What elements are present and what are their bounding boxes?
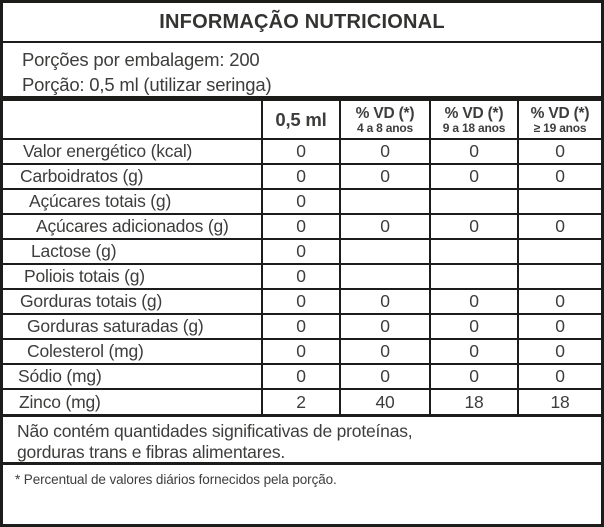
nutrient-value — [517, 264, 601, 290]
nutrient-value: 0 — [429, 364, 518, 390]
table-row: Carboidratos (g) 0 0 0 0 — [3, 164, 601, 190]
table-row: Gorduras totais (g) 0 0 0 0 — [3, 289, 601, 315]
nutrient-value: 0 — [261, 314, 340, 340]
nutrient-value: 0 — [261, 214, 340, 240]
nutrient-value: 40 — [339, 389, 430, 414]
nutrient-label: Açúcares totais (g) — [3, 189, 262, 215]
nutrition-table: 0,5 ml % VD (*) 4 a 8 anos % VD (*) 9 a … — [3, 101, 601, 414]
vd-9-18-sublabel: 9 a 18 anos — [442, 120, 506, 135]
nutrient-label: Gorduras saturadas (g) — [3, 314, 262, 340]
nutrient-value: 0 — [339, 289, 430, 315]
nutrient-value: 0 — [517, 214, 601, 240]
serving-size: Porção: 0,5 ml (utilizar seringa) — [22, 74, 272, 95]
vd-19plus-label: % VD (*) — [530, 104, 590, 122]
vd-9-18-label: % VD (*) — [444, 104, 504, 122]
table-header-row: 0,5 ml % VD (*) 4 a 8 anos % VD (*) 9 a … — [3, 101, 601, 140]
table-row: Lactose (g) 0 — [3, 239, 601, 265]
nutrient-label: Carboidratos (g) — [3, 164, 262, 190]
nutrient-value: 0 — [261, 289, 340, 315]
table-row: Açúcares adicionados (g) 0 0 0 0 — [3, 214, 601, 240]
nutrient-value: 0 — [517, 339, 601, 365]
nutrient-value: 0 — [429, 289, 518, 315]
nutrient-value — [517, 189, 601, 215]
serving-size-column-header: 0,5 ml — [261, 101, 340, 140]
portion-info: Porções por embalagem: 200 Porção: 0,5 m… — [3, 43, 601, 101]
nutrition-rows: Valor energético (kcal) 0 0 0 0 Carboidratos … — [3, 139, 601, 414]
table-row: Zinco (mg) 2 40 18 18 — [3, 389, 601, 414]
nutrient-value: 0 — [339, 364, 430, 390]
nutrient-label: Gorduras totais (g) — [3, 289, 262, 315]
nutrient-value: 0 — [261, 139, 340, 165]
nutrient-column-header — [3, 101, 262, 140]
nutrient-label: Valor energético (kcal) — [3, 139, 262, 165]
nutrient-value — [517, 239, 601, 265]
nutrient-value: 0 — [261, 164, 340, 190]
vd-4-8-label: % VD (*) — [355, 104, 415, 122]
nutrient-value: 0 — [261, 239, 340, 265]
note-line-2: gorduras trans e fibras alimentares. — [17, 442, 286, 462]
nutrient-value: 0 — [517, 139, 601, 165]
nutrient-value: 0 — [517, 314, 601, 340]
nutrient-value: 0 — [339, 339, 430, 365]
note-line-1: Não contém quantidades significativas de… — [17, 421, 413, 441]
nutrient-value: 0 — [517, 364, 601, 390]
nutrient-value: 0 — [261, 364, 340, 390]
nutrient-label: Poliois totais (g) — [3, 264, 262, 290]
nutrient-value: 18 — [429, 389, 518, 414]
no-significant-amounts-note: Não contém quantidades significativas de… — [3, 414, 601, 462]
vd-9-18-column-header: % VD (*) 9 a 18 anos — [429, 101, 518, 140]
daily-values-footnote: * Percentual de valores diários fornecid… — [3, 462, 601, 524]
table-row: Valor energético (kcal) 0 0 0 0 — [3, 139, 601, 165]
label-title: INFORMAÇÃO NUTRICIONAL — [3, 3, 601, 43]
table-row: Sódio (mg) 0 0 0 0 — [3, 364, 601, 390]
nutrient-value: 0 — [339, 214, 430, 240]
nutrient-label: Açúcares adicionados (g) — [3, 214, 262, 240]
nutrient-value: 0 — [261, 264, 340, 290]
nutrient-value — [339, 264, 430, 290]
nutrient-value: 0 — [517, 164, 601, 190]
nutrient-value: 0 — [339, 314, 430, 340]
nutrient-label: Sódio (mg) — [3, 364, 262, 390]
vd-4-8-sublabel: 4 a 8 anos — [356, 120, 414, 135]
nutrient-value: 0 — [429, 164, 518, 190]
nutrient-label: Lactose (g) — [3, 239, 262, 265]
table-row: Gorduras saturadas (g) 0 0 0 0 — [3, 314, 601, 340]
nutrient-value: 0 — [429, 339, 518, 365]
nutrient-value: 0 — [261, 189, 340, 215]
nutrient-value: 2 — [261, 389, 340, 414]
vd-19plus-sublabel: ≥ 19 anos — [533, 120, 587, 135]
table-row: Poliois totais (g) 0 — [3, 264, 601, 290]
nutrient-label: Zinco (mg) — [19, 391, 101, 412]
nutrient-value — [339, 189, 430, 215]
nutrient-value — [429, 264, 518, 290]
nutrient-value — [429, 189, 518, 215]
nutrient-value — [429, 239, 518, 265]
nutrient-value: 0 — [429, 314, 518, 340]
vd-19plus-column-header: % VD (*) ≥ 19 anos — [517, 101, 601, 140]
serving-size-column-label: 0,5 ml — [275, 108, 327, 130]
nutrient-value: 0 — [429, 214, 518, 240]
table-row: Colesterol (mg) 0 0 0 0 — [3, 339, 601, 365]
nutrient-value — [339, 239, 430, 265]
nutrient-value: 0 — [339, 164, 430, 190]
nutrient-value: 0 — [429, 139, 518, 165]
vd-4-8-column-header: % VD (*) 4 a 8 anos — [339, 101, 430, 140]
table-row: Açúcares totais (g) 0 — [3, 189, 601, 215]
nutrient-value: 0 — [517, 289, 601, 315]
nutrient-value: 18 — [517, 389, 601, 414]
nutrient-label: Colesterol (mg) — [3, 339, 262, 365]
servings-per-package: Porções por embalagem: 200 — [22, 49, 260, 70]
nutrient-value: 0 — [261, 339, 340, 365]
nutrient-value: 0 — [339, 139, 430, 165]
